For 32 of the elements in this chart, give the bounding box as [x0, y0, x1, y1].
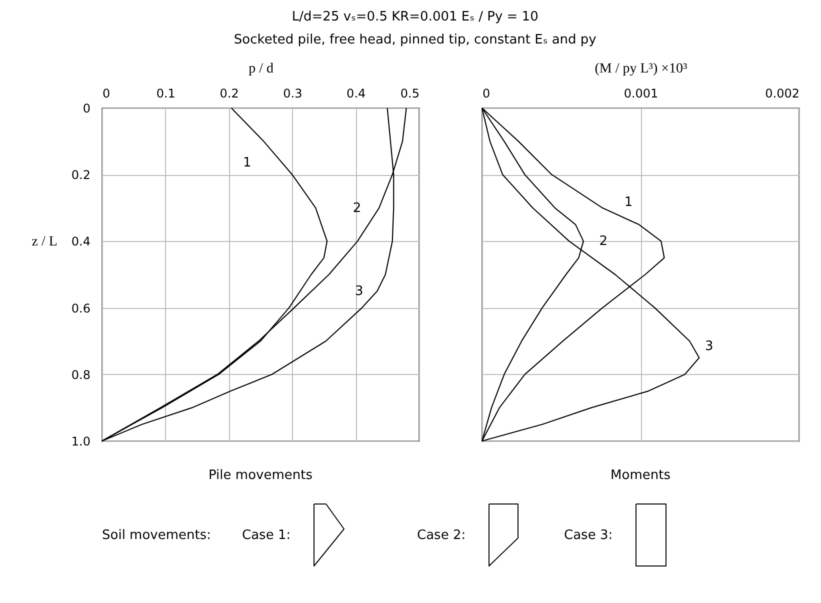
series-label: 2: [599, 234, 608, 250]
text: Moments: [610, 468, 671, 483]
x-tick-label: 0.3: [283, 86, 302, 100]
text: Pile movements: [208, 468, 313, 483]
y-tick-label: 1.0: [71, 434, 90, 448]
x-axis-title: (M / py L³) ×10³: [594, 62, 688, 76]
y-tick-label: 0: [82, 102, 90, 116]
x-tick-label: 0: [482, 86, 490, 100]
series-label: 3: [355, 284, 364, 300]
series-label: 3: [705, 338, 714, 354]
series-label: 1: [624, 194, 633, 210]
x-tick-label: 0.2: [220, 86, 239, 100]
x-axis-title: p / d: [248, 62, 274, 76]
y-tick-label: 0.2: [71, 168, 90, 182]
text: Case 2:: [417, 528, 466, 543]
y-tick-label: 0.4: [71, 234, 90, 249]
y-tick-label: 0.6: [71, 301, 90, 316]
series-label: 1: [243, 156, 252, 171]
text: Case 1:: [242, 528, 291, 543]
y-tick-label: 0.8: [71, 368, 90, 382]
x-tick-label: 0.002: [765, 86, 800, 100]
text: Case 3:: [564, 528, 613, 543]
series-label: 2: [352, 200, 362, 216]
y-axis-title: z / L: [32, 234, 58, 250]
x-tick-label: 0: [102, 86, 110, 100]
chart-subtitle: Socketed pile, free head, pinned tip, constant Eₛ and py: [234, 32, 597, 48]
x-tick-label: 0.001: [624, 86, 658, 100]
x-tick-label: 0.5: [400, 86, 420, 100]
x-tick-label: 0.4: [346, 86, 366, 100]
x-tick-label: 0.1: [156, 86, 176, 100]
chart-title: L/d=25 vₛ=0.5 KR=0.001 Eₛ / Py = 10: [292, 9, 538, 24]
text: Soil movements:: [102, 528, 212, 543]
